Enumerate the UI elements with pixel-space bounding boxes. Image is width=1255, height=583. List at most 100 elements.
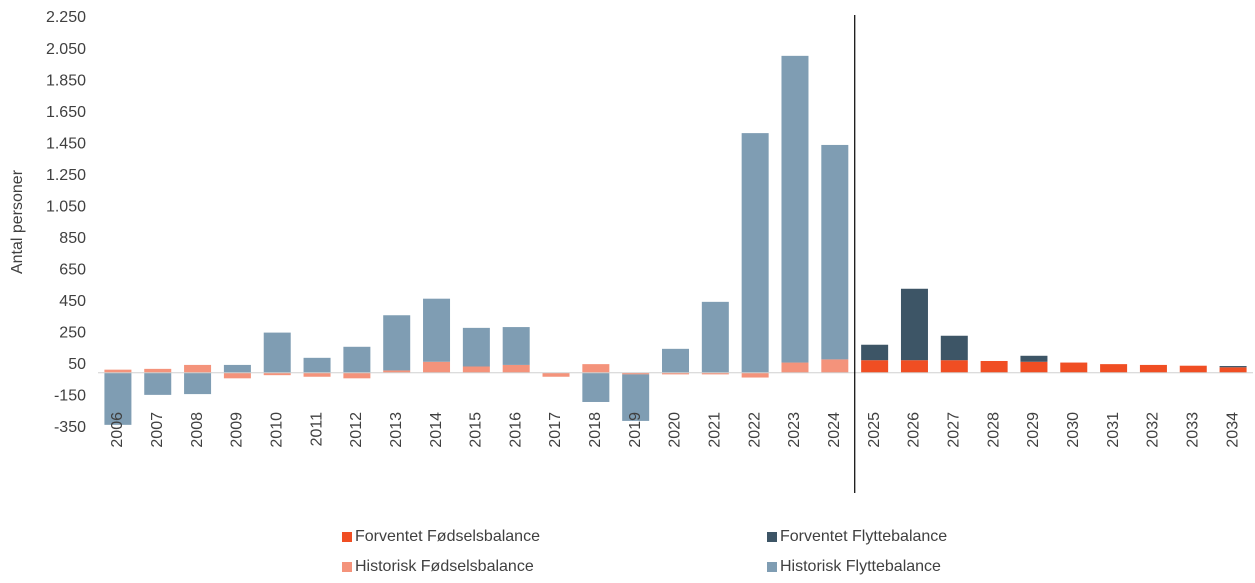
bar	[662, 348, 689, 373]
bar	[144, 372, 172, 395]
x-tick-label: 2013	[388, 412, 405, 448]
x-tick-label: 2016	[507, 412, 524, 448]
x-tick-label: 2019	[627, 412, 644, 448]
y-tick-label: 650	[59, 262, 86, 279]
x-tick-label: 2021	[707, 412, 724, 448]
x-tick-label: 2028	[985, 412, 1002, 448]
bar	[542, 372, 570, 377]
bar	[104, 372, 132, 425]
bar	[781, 55, 809, 363]
x-tick-label: 2020	[667, 412, 684, 448]
x-tick-label: 2029	[1025, 412, 1042, 448]
bar	[184, 372, 212, 395]
y-tick-label: 2.050	[46, 41, 86, 58]
bar	[900, 288, 928, 361]
bar	[343, 372, 371, 379]
legend-label: Forventet Flyttebalance	[780, 528, 947, 545]
bar	[184, 364, 212, 373]
x-tick-label: 2022	[746, 412, 763, 448]
bar	[343, 346, 371, 373]
x-tick-label: 2007	[149, 412, 166, 448]
bar	[263, 332, 291, 373]
legend-label: Forventet Fødselsbalance	[355, 528, 540, 545]
y-tick-label: -150	[54, 388, 86, 405]
legend-swatch	[342, 562, 352, 572]
bar	[303, 372, 331, 377]
bar	[144, 368, 172, 373]
bar	[383, 315, 411, 371]
legend-swatch	[767, 562, 777, 572]
x-tick-label: 2008	[189, 412, 206, 448]
x-tick-label: 2030	[1065, 412, 1082, 448]
bar	[1179, 365, 1207, 373]
x-tick-label: 2032	[1145, 412, 1162, 448]
bar	[1020, 361, 1048, 373]
x-tick-label: 2024	[826, 412, 843, 448]
bar	[781, 362, 809, 373]
bar	[701, 372, 729, 375]
y-tick-label: 450	[59, 293, 86, 310]
x-tick-label: 2034	[1224, 412, 1241, 448]
bar	[980, 360, 1008, 373]
bar	[1139, 364, 1167, 373]
bar	[861, 360, 889, 373]
legend-swatch	[342, 532, 352, 542]
bar	[582, 372, 610, 402]
bar	[423, 361, 451, 373]
y-tick-label: 850	[59, 230, 86, 247]
legend-label: Historisk Fødselsbalance	[355, 558, 534, 575]
bar	[263, 372, 291, 376]
bar	[223, 372, 251, 379]
x-tick-label: 2026	[906, 412, 923, 448]
y-tick-label: 2.250	[46, 9, 86, 26]
bar	[1060, 362, 1088, 373]
x-tick-label: 2015	[468, 412, 485, 448]
bar	[662, 372, 689, 375]
bar	[701, 301, 729, 373]
x-tick-label: 2027	[946, 412, 963, 448]
bar	[1020, 355, 1048, 362]
bar	[821, 359, 849, 373]
x-tick-label: 2033	[1184, 412, 1201, 448]
bar	[622, 372, 650, 375]
x-tick-label: 2010	[268, 412, 285, 448]
x-tick-label: 2023	[786, 412, 803, 448]
bar	[821, 144, 849, 360]
bar	[223, 364, 251, 373]
y-tick-label: 250	[59, 325, 86, 342]
x-tick-label: 2012	[348, 412, 365, 448]
bar	[423, 298, 451, 362]
x-tick-label: 2025	[866, 412, 883, 448]
bar	[104, 369, 132, 373]
y-tick-label: 1.250	[46, 167, 86, 184]
bar	[303, 357, 331, 373]
legend-label: Historisk Flyttebalance	[780, 558, 941, 575]
legend-swatch	[767, 532, 777, 542]
bar	[462, 366, 490, 373]
x-tick-label: 2018	[587, 412, 604, 448]
y-tick-label: 1.050	[46, 198, 86, 215]
y-axis-title: Antal personer	[9, 169, 26, 274]
y-tick-label: 1.650	[46, 104, 86, 121]
bar	[741, 372, 769, 378]
bar	[741, 133, 769, 373]
bar	[900, 360, 928, 373]
bar	[622, 374, 650, 421]
bar	[940, 335, 968, 361]
x-tick-label: 2031	[1105, 412, 1122, 448]
bar	[940, 360, 968, 373]
x-tick-label: 2009	[229, 412, 246, 448]
x-tick-label: 2017	[547, 412, 564, 448]
y-tick-label: 1.450	[46, 135, 86, 152]
bar	[462, 327, 490, 367]
bar	[861, 344, 889, 361]
x-tick-label: 2014	[428, 412, 445, 448]
bar	[502, 364, 530, 373]
bar	[582, 364, 610, 373]
x-tick-label: 2006	[109, 412, 126, 448]
bar	[383, 370, 411, 373]
bar	[1100, 364, 1128, 373]
x-tick-label: 2011	[308, 412, 325, 447]
y-tick-label: -350	[54, 419, 86, 436]
